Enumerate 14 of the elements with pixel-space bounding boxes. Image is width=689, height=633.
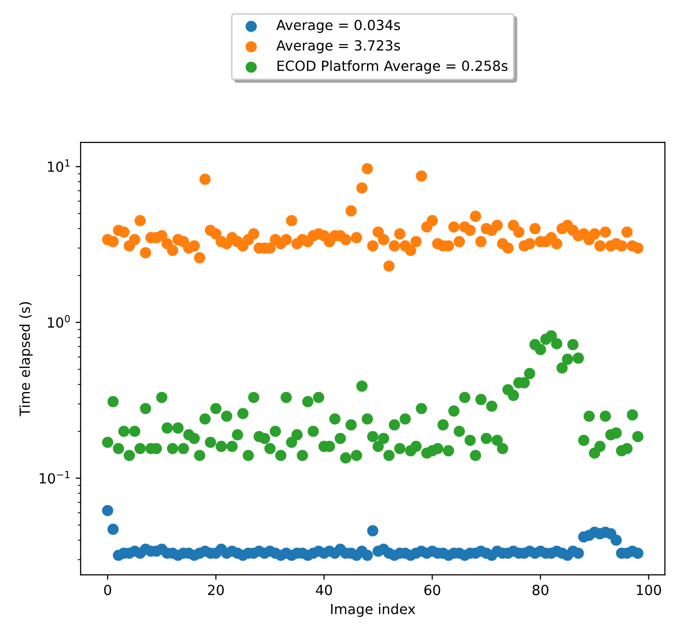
legend-label: Average = 3.723s — [276, 40, 400, 54]
x-tick-label: 0 — [104, 584, 112, 596]
x-axis-title: Image index — [331, 603, 416, 617]
x-tick-label: 80 — [532, 584, 548, 596]
y-tick-label: 10$^{1}$ — [48, 159, 70, 172]
x-tick-label: 100 — [636, 584, 661, 596]
x-tick-label: 20 — [208, 584, 224, 596]
x-tick-label: 40 — [316, 584, 332, 596]
y-tick-label: 10$^{0}$ — [48, 315, 70, 328]
legend-label: Average = 0.034s — [276, 20, 400, 33]
legend-label: ECOD Platform Average = 0.258s — [278, 60, 508, 74]
x-tick-label: 60 — [424, 584, 440, 596]
y-tick-label: 10$^{−1}$ — [40, 470, 70, 484]
y-axis-title: Time elapsed (s) — [19, 302, 33, 416]
